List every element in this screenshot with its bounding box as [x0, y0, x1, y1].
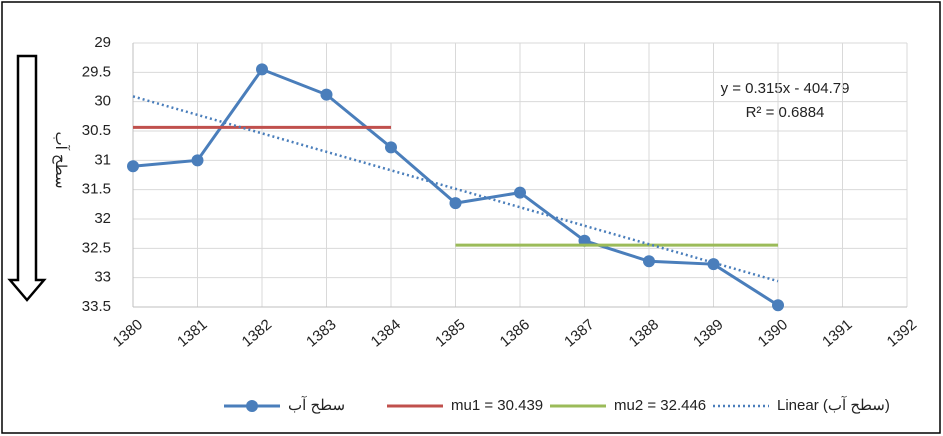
- legend-label: Linear (سطح آب): [777, 396, 890, 414]
- y-tick-label: 32: [94, 210, 111, 227]
- point: [127, 160, 139, 173]
- y-tick-label: 32.5: [82, 239, 111, 256]
- point: [707, 258, 720, 271]
- legend-label: mu2 = 32.446: [614, 397, 706, 414]
- down-arrow: [7, 54, 47, 302]
- point: [514, 186, 526, 199]
- y-tick-label: 29: [94, 34, 111, 51]
- legend-marker: [246, 400, 258, 412]
- annotation: y = 0.315x - 404.79: [721, 80, 850, 97]
- y-tick-label: 29.5: [82, 63, 111, 80]
- point: [256, 63, 268, 76]
- y-tick-label: 31.5: [82, 181, 111, 198]
- y-tick-label: 30.5: [82, 122, 111, 139]
- y-tick-label: 33.5: [82, 298, 111, 315]
- legend-label: سطح آب: [288, 396, 345, 414]
- y-tick-label: 33: [94, 269, 111, 286]
- point: [320, 88, 333, 101]
- point: [385, 141, 397, 154]
- point: [191, 154, 204, 167]
- legend-label: mu1 = 30.439: [451, 397, 543, 414]
- y-axis-title: سطح آب: [52, 131, 70, 188]
- annotation: R² = 0.6884: [746, 104, 825, 121]
- y-tick-label: 31: [94, 151, 111, 168]
- point: [772, 299, 784, 312]
- point: [643, 255, 655, 268]
- point: [449, 197, 462, 210]
- series-line: [132, 95, 779, 283]
- y-tick-label: 30: [94, 93, 111, 110]
